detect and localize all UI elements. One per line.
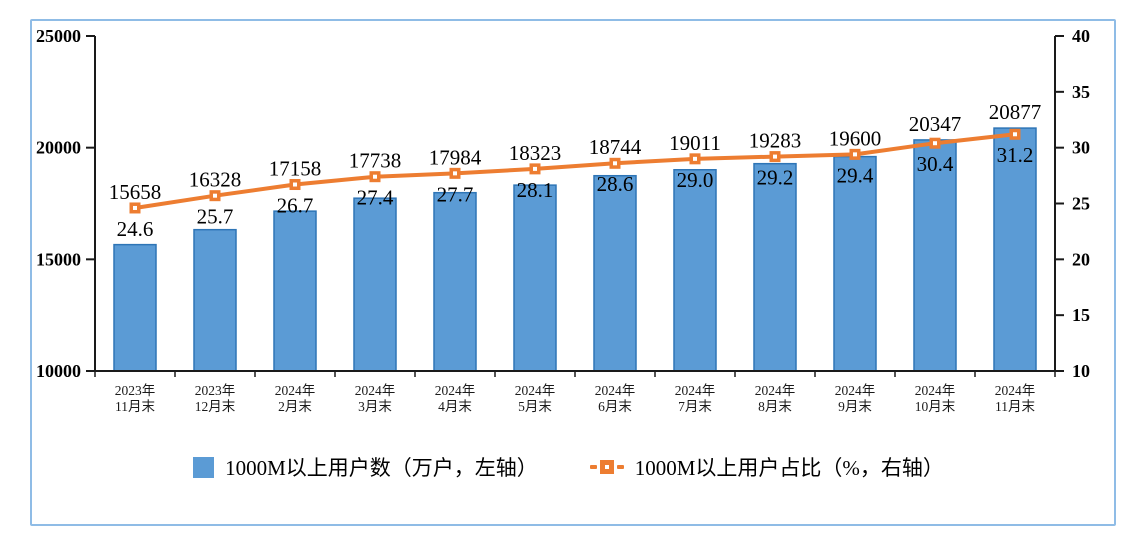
bar bbox=[593, 174, 637, 372]
line-marker-center bbox=[933, 141, 937, 146]
line-value-label: 27.4 bbox=[357, 186, 394, 210]
x-axis-category-label: 2023年 12月末 bbox=[195, 383, 236, 414]
line-marker-center bbox=[213, 193, 217, 198]
x-axis-category-label: 2024年 5月末 bbox=[515, 383, 556, 414]
line-value-label: 27.7 bbox=[437, 182, 474, 206]
right-axis-tick-label: 10 bbox=[1072, 361, 1090, 381]
legend-item-line-series: 1000M以上用户占比（%，右轴） bbox=[589, 452, 944, 482]
bar-value-label: 15658 bbox=[109, 180, 162, 204]
x-axis-category-label: 2024年 4月末 bbox=[435, 383, 476, 414]
line-marker-center bbox=[773, 154, 777, 159]
legend-label-line-series: 1000M以上用户占比（%，右轴） bbox=[634, 456, 944, 480]
bar-value-label: 19600 bbox=[829, 126, 882, 150]
line-marker-center bbox=[293, 182, 297, 187]
line-value-label: 26.7 bbox=[277, 193, 314, 217]
right-axis-tick-label: 40 bbox=[1072, 26, 1090, 46]
line-value-label: 29.4 bbox=[837, 163, 874, 187]
bar-value-label: 17984 bbox=[429, 145, 482, 169]
bar bbox=[513, 184, 557, 372]
line-marker-center bbox=[1013, 132, 1017, 137]
bar bbox=[273, 210, 317, 372]
left-axis-tick-label: 25000 bbox=[36, 26, 81, 46]
line-value-label: 25.7 bbox=[197, 205, 234, 229]
bar-value-label: 20877 bbox=[989, 100, 1042, 124]
line-value-label: 24.6 bbox=[117, 217, 154, 241]
x-axis-category-label: 2024年 9月末 bbox=[835, 383, 876, 414]
x-axis-category-label: 2024年 6月末 bbox=[595, 383, 636, 414]
bar bbox=[753, 162, 797, 372]
line-value-label: 28.6 bbox=[597, 172, 634, 196]
x-axis-category-label: 2024年 10月末 bbox=[915, 383, 956, 414]
right-axis-tick-label: 15 bbox=[1072, 305, 1090, 325]
line-value-label: 28.1 bbox=[517, 178, 554, 202]
line-series-marker-icon bbox=[589, 460, 624, 474]
bar bbox=[113, 243, 157, 372]
legend-label-bar-series: 1000M以上用户数（万户，左轴） bbox=[225, 456, 538, 480]
right-axis-tick-label: 30 bbox=[1072, 138, 1090, 158]
line-value-label: 29.2 bbox=[757, 166, 794, 190]
left-axis-tick-label: 15000 bbox=[36, 249, 81, 269]
x-axis-category-label: 2023年 11月末 bbox=[115, 383, 156, 414]
bar bbox=[833, 155, 877, 372]
right-axis-tick-label: 25 bbox=[1072, 193, 1090, 213]
bar-value-label: 18744 bbox=[589, 135, 642, 159]
bar-value-label: 17158 bbox=[269, 156, 322, 180]
left-axis-tick-label: 20000 bbox=[36, 138, 81, 158]
line-marker-center bbox=[373, 174, 377, 179]
left-axis-tick-label: 10000 bbox=[36, 361, 81, 381]
line-marker-center bbox=[533, 166, 537, 171]
x-axis-category-label: 2024年 7月末 bbox=[675, 383, 716, 414]
right-axis-tick-label: 20 bbox=[1072, 249, 1090, 269]
bar-value-label: 16328 bbox=[189, 168, 242, 192]
bar bbox=[353, 197, 397, 372]
bar-value-label: 20347 bbox=[909, 112, 962, 136]
bar-value-label: 19011 bbox=[669, 131, 721, 155]
x-axis-category-label: 2024年 8月末 bbox=[755, 383, 796, 414]
line-marker-center bbox=[453, 171, 457, 176]
bar bbox=[193, 228, 237, 372]
line-series-path bbox=[133, 132, 1017, 210]
bar-value-label: 18323 bbox=[509, 141, 562, 165]
line-marker-center bbox=[613, 161, 617, 166]
chart-legend: 1000M以上用户数（万户，左轴） 1000M以上用户占比（%，右轴） bbox=[0, 452, 1137, 482]
bar-series-swatch-icon bbox=[193, 456, 215, 478]
line-marker-center bbox=[693, 156, 697, 161]
bar bbox=[993, 127, 1037, 372]
line-value-label: 31.2 bbox=[997, 143, 1034, 167]
legend-item-bar-series: 1000M以上用户数（万户，左轴） bbox=[193, 452, 538, 482]
x-axis-category-label: 2024年 3月末 bbox=[355, 383, 396, 414]
x-axis-category-label: 2024年 11月末 bbox=[995, 383, 1036, 414]
bar-value-label: 17738 bbox=[349, 149, 402, 173]
line-value-label: 30.4 bbox=[917, 152, 954, 176]
x-axis-category-label: 2024年 2月末 bbox=[275, 383, 316, 414]
chart-svg: 10000 15000 20000 25000 10 15 20 25 30 35 40 2023年 1… bbox=[36, 26, 1090, 414]
bar-value-label: 19283 bbox=[749, 129, 802, 153]
line-marker-center bbox=[853, 152, 857, 157]
line-marker-center bbox=[133, 205, 137, 210]
bar bbox=[913, 139, 957, 372]
line-value-label: 29.0 bbox=[677, 168, 714, 192]
bar bbox=[433, 191, 477, 372]
right-axis-tick-label: 35 bbox=[1072, 82, 1090, 102]
bar bbox=[673, 169, 717, 372]
